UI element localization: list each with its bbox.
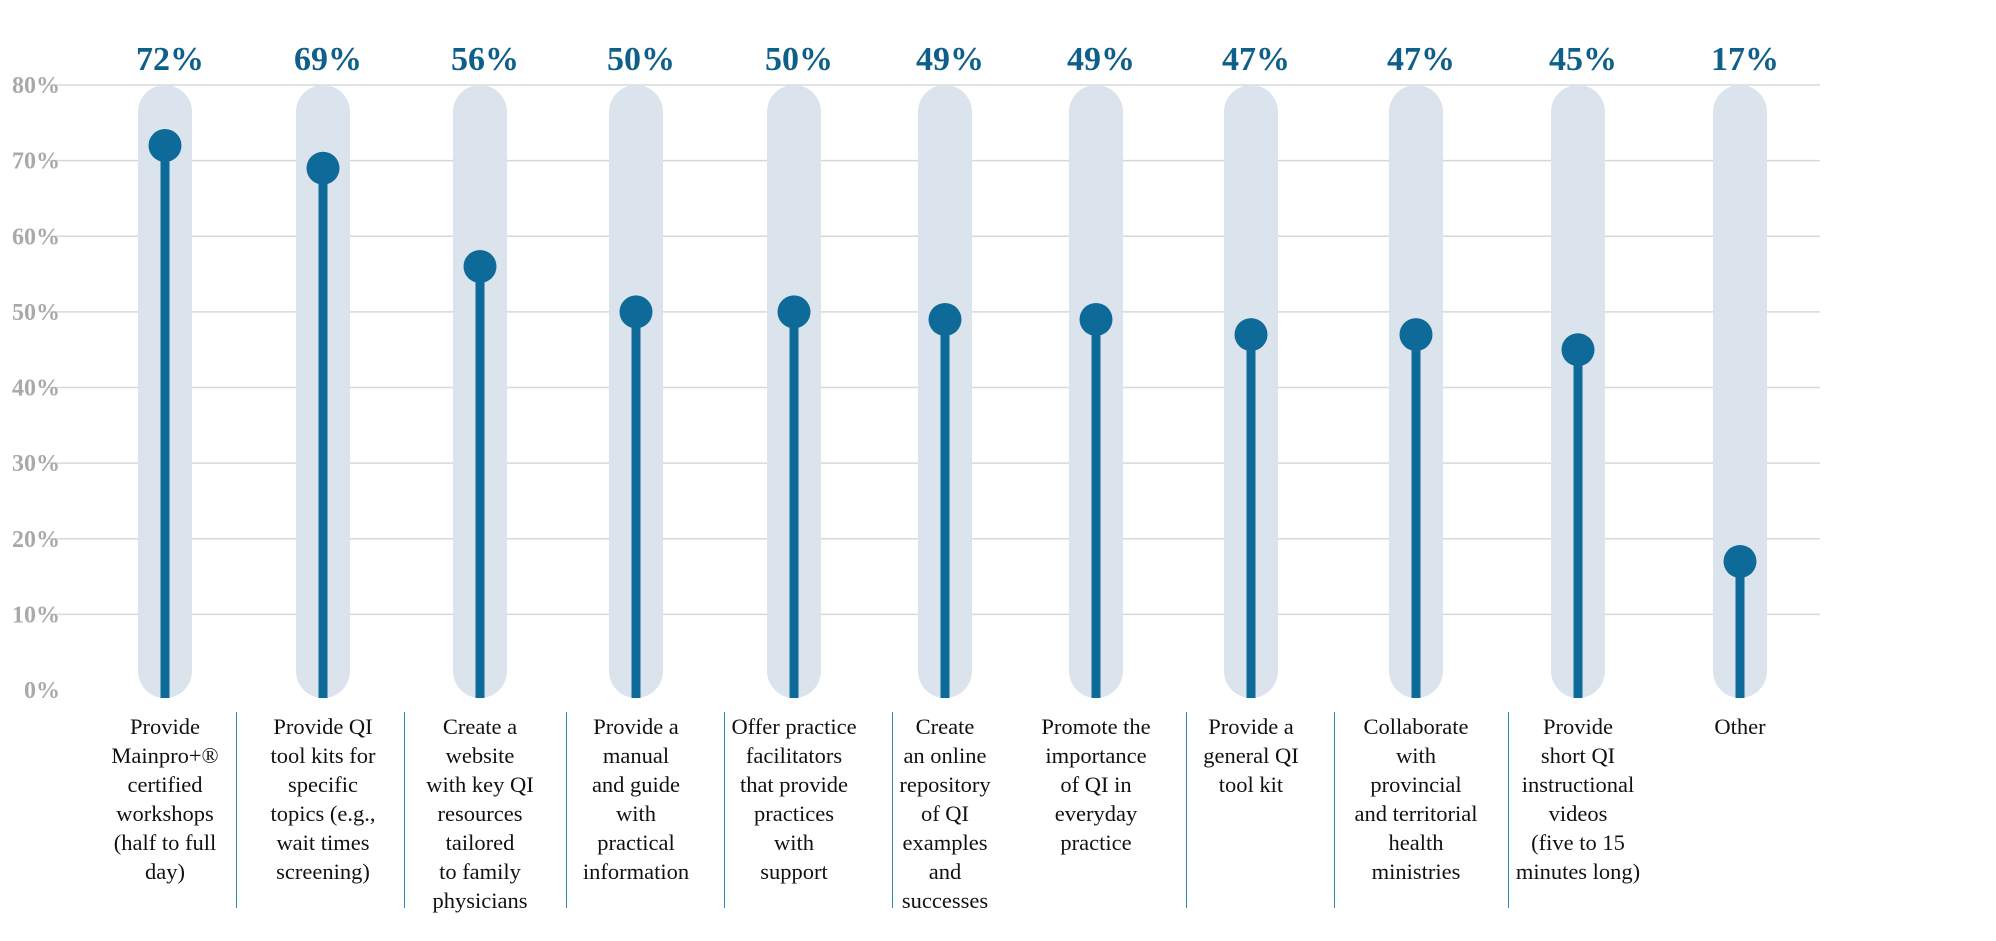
bar-stem — [1246, 334, 1256, 698]
value-label: 47% — [1387, 41, 1455, 78]
bar-dot — [1079, 302, 1113, 336]
value-label: 50% — [765, 41, 833, 78]
bar-dot — [463, 250, 497, 283]
bar-stem — [1091, 319, 1101, 698]
category-label: Create an online repository of QI exampl… — [899, 714, 991, 913]
category-label: Create a website with key QI resources t… — [426, 714, 534, 913]
bar-track — [1713, 85, 1767, 698]
bar-dot — [777, 295, 811, 329]
category-separator — [892, 712, 893, 908]
category-separator — [724, 712, 725, 908]
bar-dot — [1399, 318, 1433, 352]
bar-stem — [789, 311, 799, 698]
value-label: 50% — [607, 41, 675, 78]
y-tick-label: 30% — [12, 451, 60, 477]
value-label: 69% — [294, 41, 362, 78]
y-tick-label: 60% — [12, 224, 60, 250]
y-tick-label: 80% — [12, 73, 60, 99]
y-tick-label: 20% — [12, 527, 60, 553]
bar-stem — [318, 168, 328, 698]
category-separator — [404, 712, 405, 908]
category-separator — [1334, 712, 1335, 908]
category-separator — [1508, 712, 1509, 908]
category-label: Offer practice facilitators that provide… — [731, 714, 857, 884]
category-label: Promote the importance of QI in everyday… — [1041, 714, 1151, 855]
bar-stem — [631, 311, 641, 698]
y-tick-label: 70% — [12, 149, 60, 175]
category-label: Provide Mainpro+® certified workshops (h… — [111, 714, 219, 884]
value-label: 49% — [916, 41, 984, 78]
bar-stem — [1411, 334, 1421, 698]
bar-dot — [306, 151, 340, 185]
value-label: 45% — [1549, 41, 1617, 78]
category-separator — [1186, 712, 1187, 908]
category-separator — [566, 712, 567, 908]
value-label: 47% — [1222, 41, 1290, 78]
y-tick-label: 0% — [24, 678, 60, 704]
bar-dot — [1234, 318, 1268, 352]
bar-stem — [1573, 349, 1583, 698]
category-label: Provide short QI instructional videos (f… — [1515, 714, 1641, 884]
category-label: Provide QI tool kits for specific topics… — [270, 714, 376, 884]
y-tick-label: 50% — [12, 300, 60, 326]
bar-dot — [148, 129, 182, 162]
value-label: 72% — [136, 41, 204, 78]
category-label: Other — [1714, 714, 1766, 739]
category-label: Collaborate with provincial and territor… — [1354, 714, 1478, 884]
bar-dot — [1723, 544, 1757, 578]
category-separator — [236, 712, 237, 908]
category-label: Provide a manual and guide with practica… — [582, 714, 690, 884]
y-tick-label: 10% — [12, 602, 60, 628]
bar-stem — [160, 145, 170, 698]
value-label: 56% — [451, 41, 519, 78]
bar-stem — [475, 266, 485, 698]
value-label: 17% — [1711, 41, 1779, 78]
value-label: 49% — [1067, 41, 1135, 78]
bar-dot — [619, 295, 653, 329]
bar-stem — [940, 319, 950, 698]
y-tick-label: 40% — [12, 376, 60, 402]
category-label: Provide a general QI tool kit — [1203, 714, 1299, 797]
bar-dot — [928, 302, 962, 336]
bar-stem — [1735, 561, 1745, 698]
bar-dot — [1561, 333, 1595, 367]
